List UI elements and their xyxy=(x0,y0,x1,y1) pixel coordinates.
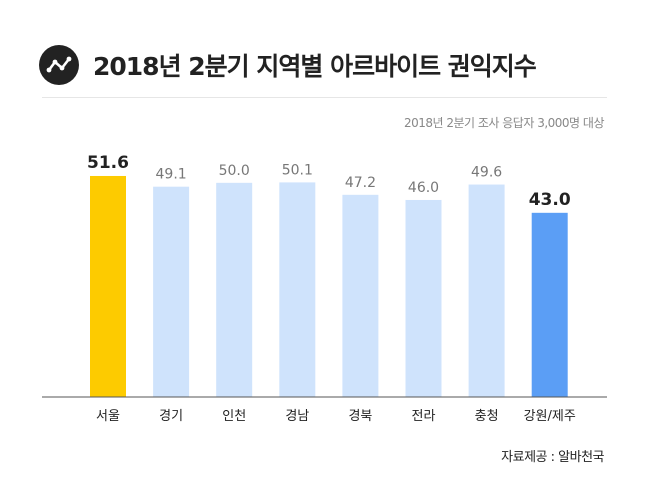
bar xyxy=(153,186,190,397)
data-label: 47.2 xyxy=(345,175,376,191)
data-label: 49.6 xyxy=(471,165,502,181)
trend-line-icon xyxy=(39,45,79,85)
category-label: 강원/제주 xyxy=(524,409,576,424)
bar xyxy=(90,175,126,397)
category-label: 경남 xyxy=(285,409,309,424)
data-label: 50.1 xyxy=(282,162,313,178)
chart-title: 2018년 2분기 지역별 아르바이트 권익지수 xyxy=(93,52,537,81)
bar xyxy=(405,199,442,397)
data-source: 자료제공 : 알바천국 xyxy=(501,450,604,465)
bar xyxy=(531,212,568,397)
category-label: 경북 xyxy=(348,409,372,424)
category-label: 서울 xyxy=(96,409,120,424)
bar xyxy=(468,184,505,397)
category-label: 인천 xyxy=(222,409,246,424)
bar xyxy=(342,194,379,397)
category-label: 경기 xyxy=(159,409,183,424)
title-divider xyxy=(42,97,607,98)
data-label: 51.6 xyxy=(87,153,129,173)
category-label: 전라 xyxy=(412,409,436,424)
data-label: 46.0 xyxy=(408,180,439,196)
data-label: 43.0 xyxy=(529,190,571,210)
category-label: 충청 xyxy=(475,409,499,424)
data-label: 49.1 xyxy=(156,167,187,183)
bar xyxy=(279,182,316,397)
chart-subtitle: 2018년 2분기 조사 응답자 3,000명 대상 xyxy=(403,116,605,130)
chart-header: 2018년 2분기 지역별 아르바이트 권익지수 xyxy=(39,43,537,87)
data-label: 50.0 xyxy=(219,163,250,179)
bar xyxy=(216,182,253,397)
